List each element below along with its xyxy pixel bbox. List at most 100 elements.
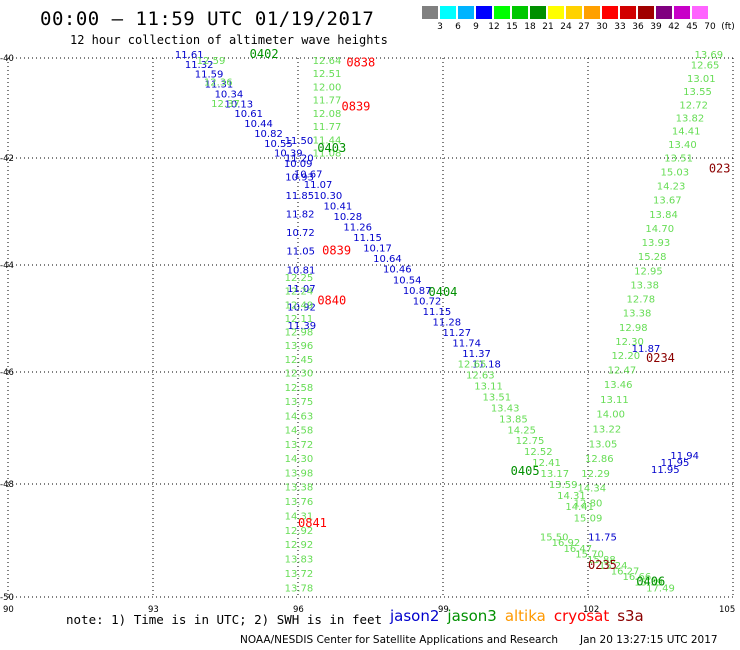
wave-height-label: 10.81 [287, 265, 316, 276]
scale-unit: (ft) [721, 22, 735, 32]
wave-height-label: 12.65 [458, 360, 487, 371]
wave-height-label: 10.72 [413, 296, 442, 307]
wave-height-label: 13.83 [285, 555, 314, 566]
scale-tick-label: 18 [524, 22, 536, 32]
longitude-tick-label: 99 [438, 605, 449, 615]
page-subtitle: 12 hour collection of altimeter wave hei… [70, 33, 388, 47]
wave-height-label: 14.41 [672, 127, 701, 138]
wave-height-label: 12.08 [313, 109, 342, 120]
wave-height-label: 11.85 [286, 191, 315, 202]
wave-height-label: 13.38 [630, 280, 659, 291]
wave-height-label: 15.24 [599, 561, 628, 572]
wave-height-label: 11.08 [313, 149, 342, 160]
wave-height-label: 11.05 [286, 247, 315, 258]
wave-height-label: 11.37 [462, 349, 491, 360]
wave-height-label: 14.00 [596, 410, 625, 421]
scale-swatch [512, 6, 528, 19]
latitude-tick-label: -48 [0, 480, 14, 490]
scale-swatch [620, 6, 636, 19]
track-jason2: 11.50 11.20 10.93 11.85 11.82 10.72 11.05 10.81… [285, 136, 317, 332]
wave-height-label: 12.92 [285, 526, 314, 537]
wave-height-label: 12.95 [634, 266, 663, 277]
wave-height-label: 12.25 [285, 273, 314, 284]
scale-swatch [548, 6, 564, 19]
wave-height-label: 10.44 [244, 119, 273, 130]
wave-height-label: 11.59 [195, 70, 224, 81]
pass-time-cryosat: 0839 [342, 100, 371, 114]
wave-height-label: 10.13 [224, 99, 253, 110]
pass-time-cryosat: 0838 [346, 56, 375, 70]
satellite-legend-jason3: jason3 [447, 607, 497, 625]
wave-height-label: 15.03 [661, 167, 690, 178]
wave-height-label: 14.58 [285, 426, 314, 437]
wave-height-label: 14.70 [645, 224, 674, 235]
wave-height-label: 13.38 [623, 309, 652, 320]
satellite-legend-altika: altika [504, 607, 546, 625]
wave-height-label: 10.17 [363, 244, 392, 255]
wave-height-label: 12.30 [615, 337, 644, 348]
latitude-tick-label: -46 [0, 368, 14, 378]
wave-height-label: 12.24 [285, 287, 314, 298]
generated-timestamp: Jan 20 13:27:15 UTC 2017 [580, 634, 718, 646]
wave-height-label: 10.61 [234, 109, 263, 120]
wave-height-label: 11.82 [286, 209, 315, 220]
wave-height-label: 12.51 [313, 69, 342, 80]
wave-height-label: 10.46 [383, 265, 412, 276]
wave-height-label: 13.51 [664, 153, 693, 164]
wave-height-label: 10.92 [287, 303, 316, 314]
wave-height-label: 13.40 [668, 140, 697, 151]
wave-height-label: 10.54 [393, 275, 422, 286]
wave-height-label: 13.17 [541, 469, 570, 480]
track-jason2: 11.6111.3211.5911.3110.3410.1310.6110.44… [175, 50, 501, 371]
wave-height-label: 15.39 [634, 578, 663, 589]
scale-tick-label: 33 [614, 22, 626, 32]
wave-height-label: 13.59 [549, 480, 578, 491]
wave-height-label: 11.95 [661, 458, 690, 469]
wave-height-label: 12.59 [197, 56, 226, 67]
wave-height-label: 13.82 [676, 114, 705, 125]
wave-height-label: 11.77 [313, 122, 342, 133]
wave-height-label: 14.25 [507, 425, 536, 436]
wave-height-label: 11.07 [287, 284, 316, 295]
wave-height-label: 15.28 [638, 252, 667, 263]
wave-height-label: 12.52 [524, 447, 553, 458]
wave-height-label: 11.95 [651, 465, 680, 476]
page-title: 00:00 – 11:59 UTC 01/19/2017 [40, 8, 375, 30]
longitude-tick-label: 90 [3, 605, 14, 615]
wave-height-label: 12.98 [285, 328, 314, 339]
satellite-legend: jason2 jason3 altika cryosat s3a [390, 607, 652, 625]
wave-height-label: 12.37 [211, 99, 240, 110]
wave-height-label: 13.46 [604, 380, 633, 391]
wave-height-label: 11.18 [472, 360, 501, 371]
wave-height-label: 17.49 [646, 583, 675, 594]
map-grid [7, 57, 734, 598]
wave-height-label: 10.30 [314, 191, 343, 202]
longitude-tick-label: 93 [148, 605, 159, 615]
wave-height-label: 16.92 [552, 538, 581, 549]
scale-swatch [494, 6, 510, 19]
wave-height-label: 11.31 [205, 80, 234, 91]
wave-height-label: 15.88 [587, 555, 616, 566]
wave-height-label: 13.96 [285, 341, 314, 352]
scale-tick-label: 36 [632, 22, 644, 32]
scale-swatch [422, 6, 438, 19]
wave-height-label: 11.50 [285, 136, 314, 147]
wave-height-label: 12.41 [532, 458, 561, 469]
wave-height-label: 13.72 [285, 440, 314, 451]
wave-height-label: 13.01 [687, 74, 716, 85]
scale-swatch [656, 6, 672, 19]
wave-height-label: 11.27 [442, 328, 471, 339]
wave-height-label: 13.43 [491, 403, 520, 414]
wave-height-label: 12.80 [574, 499, 603, 510]
scale-swatch [440, 6, 456, 19]
wave-height-label: 14.41 [565, 502, 594, 513]
wave-height-label: 13.72 [285, 569, 314, 580]
wave-height-label: 12.75 [516, 436, 545, 447]
pass-time-jason3: 0403 [317, 141, 346, 155]
wave-height-label: 10.28 [333, 212, 362, 223]
wave-height-label: 11.32 [185, 60, 214, 71]
wave-height-label: 11.07 [304, 180, 333, 191]
wave-height-label: 11.39 [288, 321, 317, 332]
